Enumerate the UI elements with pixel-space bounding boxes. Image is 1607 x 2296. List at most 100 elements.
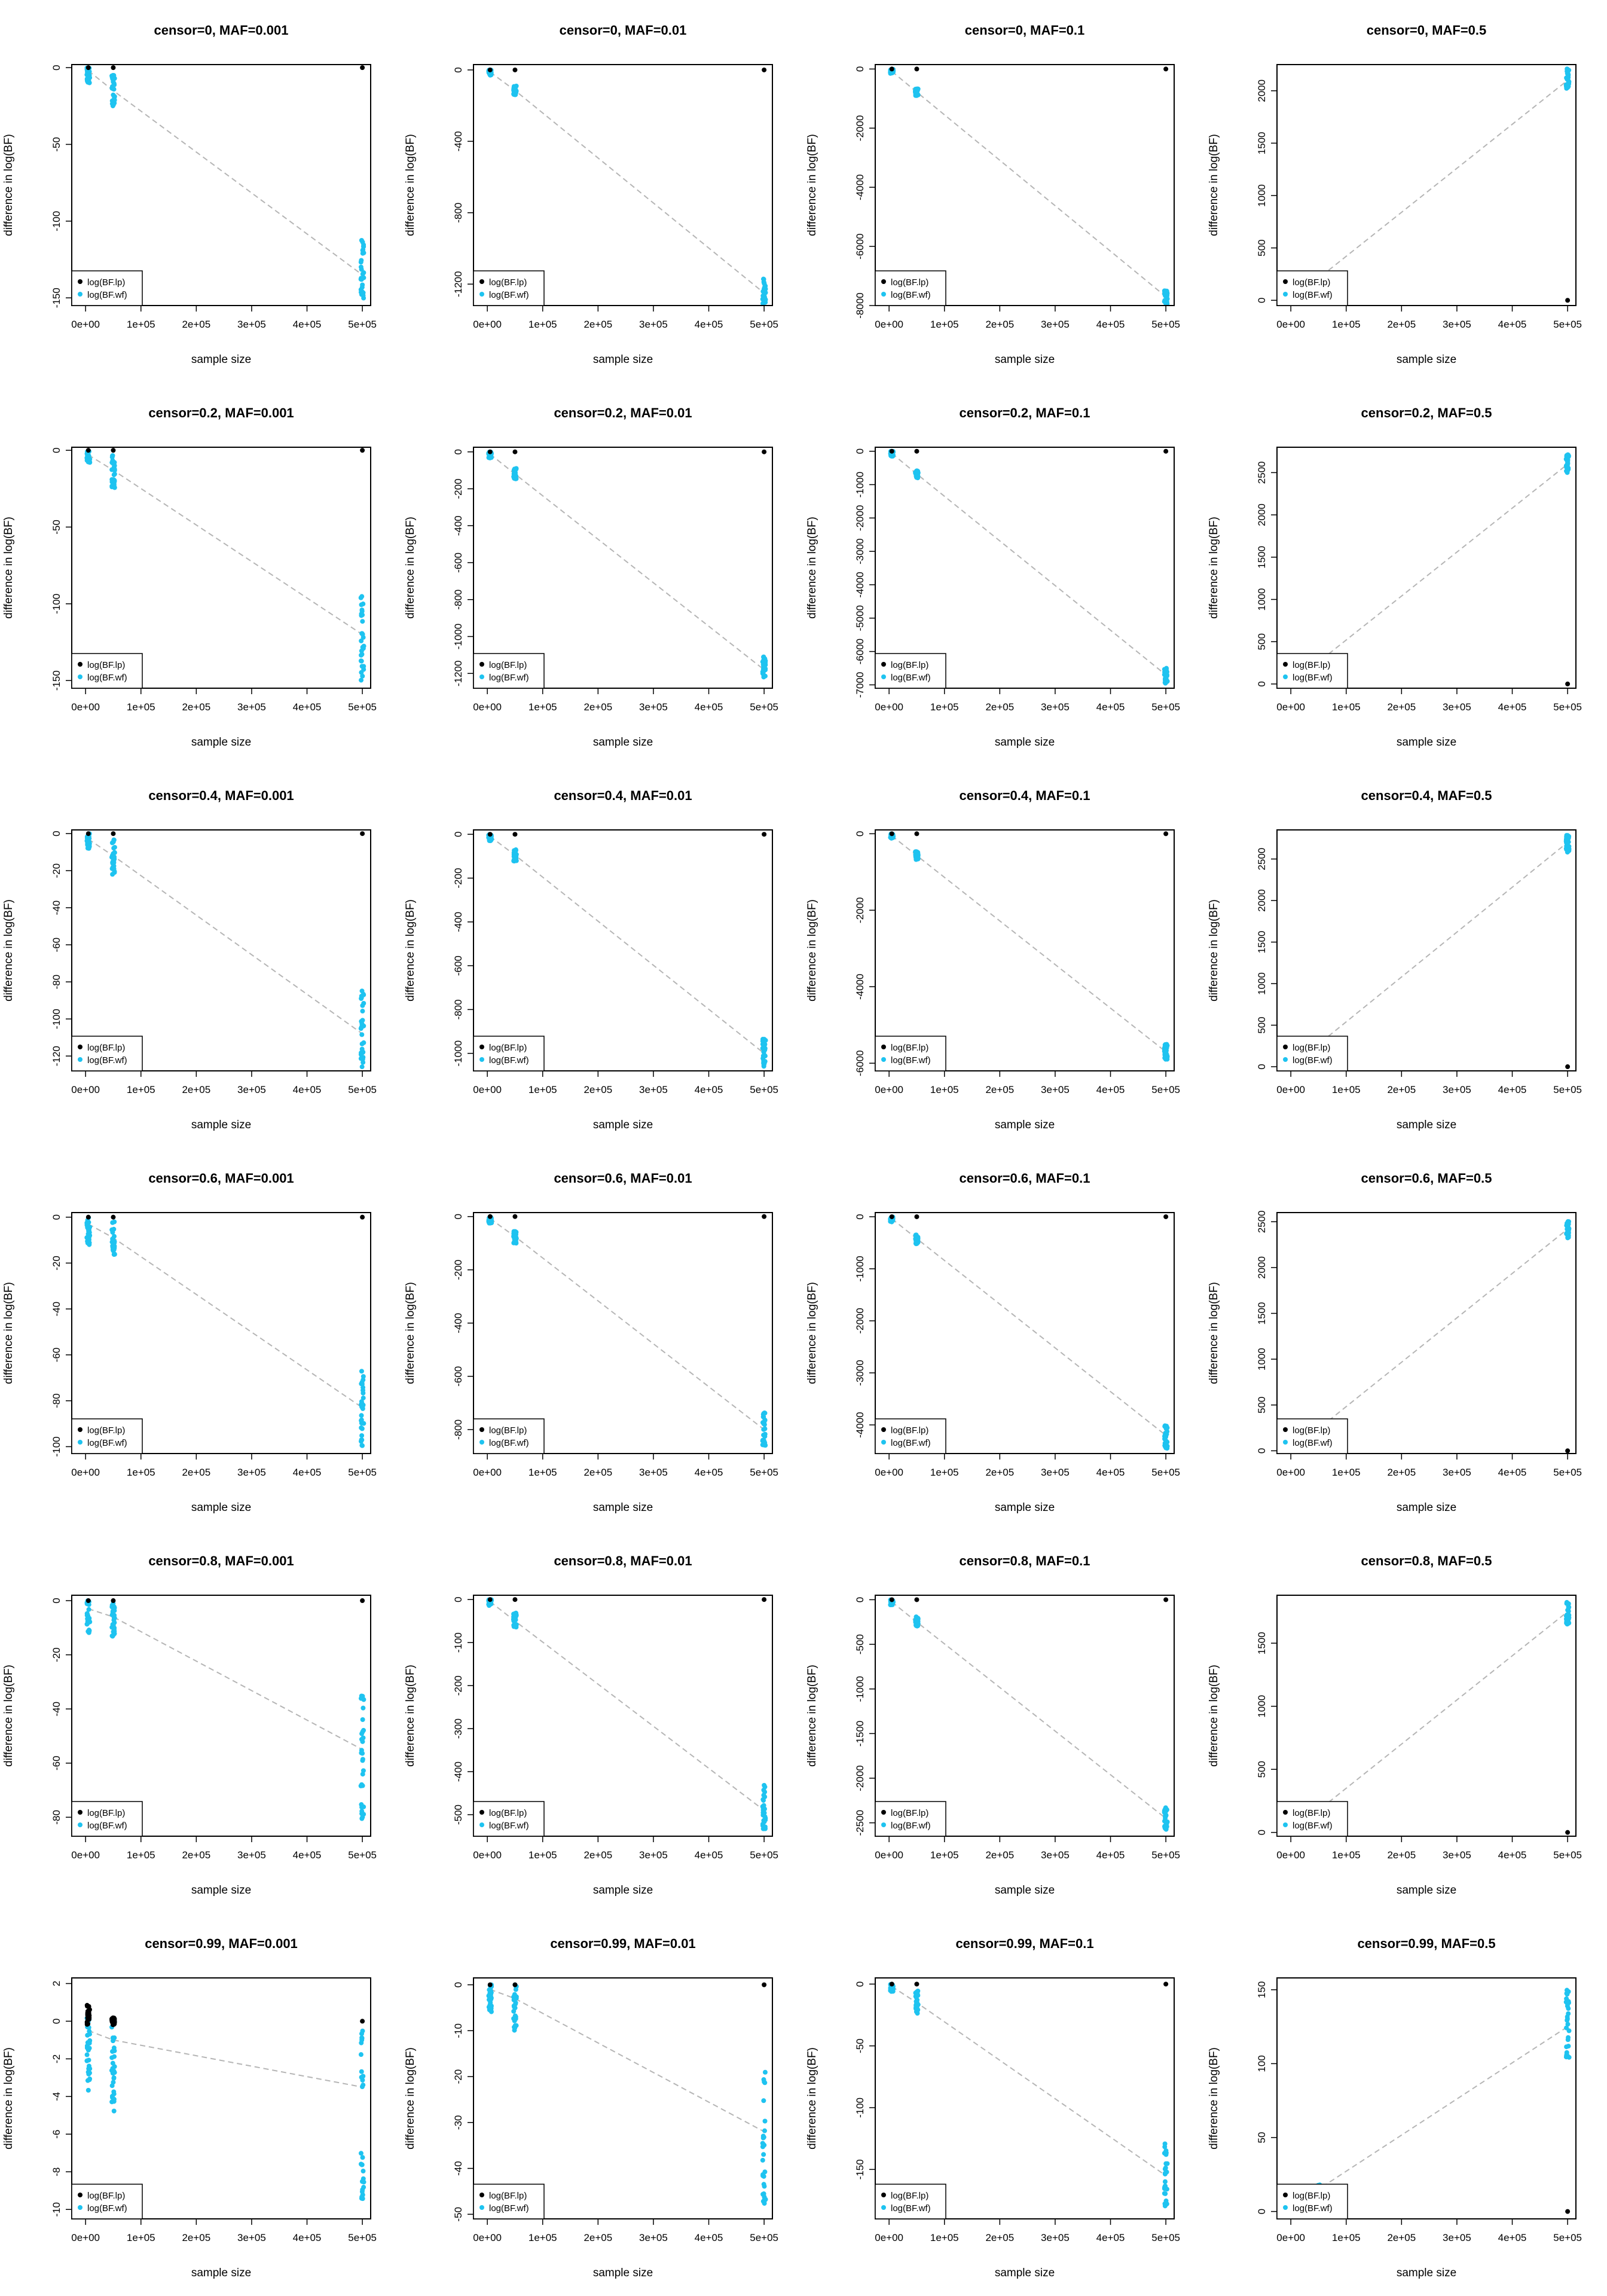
chart-panel: censor=0.8, MAF=0.5 sample size difference… — [1208, 1553, 1582, 1897]
x-tick-label: 3e+05 — [1041, 319, 1070, 330]
legend-marker — [78, 662, 83, 667]
x-tick-label: 1e+05 — [127, 1849, 155, 1861]
legend-label: log(BF.lp) — [1293, 1425, 1330, 1436]
data-point-lp — [111, 65, 116, 71]
data-point-lp — [487, 1597, 493, 1602]
legend-box — [71, 1036, 143, 1071]
data-point-wf — [112, 845, 117, 850]
y-tick-label: 2500 — [1256, 462, 1267, 484]
x-axis-label: sample size — [191, 736, 251, 749]
y-axis-label: difference in log(BF) — [404, 517, 417, 619]
x-tick-label: 0e+00 — [473, 1849, 502, 1861]
data-point-wf — [511, 91, 517, 97]
data-point-wf — [359, 1032, 365, 1037]
data-point-wf — [112, 97, 117, 103]
legend-label: log(BF.wf) — [891, 673, 931, 683]
y-tick-label: 1500 — [1256, 1632, 1267, 1654]
legend-label: log(BF.wf) — [489, 290, 529, 300]
trend-line — [1293, 80, 1568, 299]
data-point-wf — [85, 2047, 91, 2053]
data-point-wf — [359, 1401, 365, 1406]
data-point-wf — [359, 1064, 365, 1070]
data-point-wf — [1163, 1426, 1169, 1431]
y-tick-label: -150 — [51, 670, 62, 691]
x-tick-label: 1e+05 — [1332, 1084, 1361, 1095]
x-axis-label: sample size — [593, 2267, 653, 2279]
data-point-wf — [86, 2057, 91, 2063]
x-tick-label: 3e+05 — [237, 2232, 266, 2243]
data-point-wf — [760, 2157, 765, 2163]
data-point-lp — [111, 1598, 116, 1604]
chart-panel: censor=0.4, MAF=0.01 sample size differenc… — [404, 788, 778, 1131]
trend-line — [88, 2030, 363, 2088]
y-tick-label: 0 — [854, 1214, 866, 1219]
y-axis-label: difference in log(BF) — [1208, 899, 1220, 1002]
x-tick-label: 1e+05 — [528, 701, 557, 713]
data-point-wf — [109, 84, 115, 89]
data-point-wf — [1162, 2172, 1168, 2177]
data-point-wf — [86, 2066, 91, 2071]
data-point-wf — [359, 1437, 364, 1443]
data-point-wf — [487, 2007, 493, 2013]
legend-marker — [1283, 1057, 1288, 1062]
legend-marker — [479, 1427, 484, 1432]
legend-marker — [1283, 2193, 1288, 2197]
y-tick-label: -200 — [453, 1675, 464, 1696]
data-point-wf — [1565, 1225, 1571, 1231]
legend-box — [71, 270, 143, 306]
data-point-lp — [85, 1214, 91, 1220]
data-point-lp — [85, 1598, 91, 1604]
legend-label: log(BF.wf) — [87, 673, 127, 683]
legend-box — [875, 270, 946, 306]
x-tick-label: 4e+05 — [293, 1467, 322, 1478]
legend-label: log(BF.lp) — [87, 1425, 125, 1436]
data-point-wf — [360, 1768, 366, 1773]
y-tick-label: -3000 — [854, 1360, 866, 1385]
y-tick-label: -20 — [51, 1647, 62, 1662]
data-point-wf — [760, 2141, 766, 2147]
plot-frame — [875, 64, 1175, 306]
legend-marker — [78, 1045, 83, 1049]
x-tick-label: 4e+05 — [1096, 319, 1125, 330]
x-tick-label: 0e+00 — [1276, 701, 1305, 713]
trend-line — [88, 454, 363, 635]
x-tick-label: 4e+05 — [293, 1084, 322, 1095]
x-tick-label: 1e+05 — [1332, 2232, 1361, 2243]
y-tick-label: -100 — [51, 1009, 62, 1029]
data-point-wf — [889, 835, 894, 841]
x-tick-label: 5e+05 — [1151, 1849, 1180, 1861]
data-point-lp — [360, 1214, 365, 1220]
x-tick-label: 3e+05 — [237, 701, 266, 713]
data-point-wf — [763, 290, 768, 295]
y-tick-label: 0 — [51, 65, 62, 70]
data-point-wf — [358, 259, 363, 265]
y-tick-label: 500 — [1256, 1016, 1267, 1033]
data-point-lp — [111, 2016, 117, 2021]
data-point-wf — [762, 2079, 767, 2084]
x-axis-label: sample size — [1397, 1884, 1456, 1897]
chart-panel: censor=0.6, MAF=0.01 sample size differenc… — [404, 1171, 778, 1514]
y-tick-label: -7000 — [854, 672, 866, 698]
data-point-wf — [359, 1802, 364, 1808]
data-point-wf — [358, 264, 363, 270]
data-point-wf — [1565, 2022, 1571, 2027]
x-tick-label: 3e+05 — [1443, 701, 1471, 713]
y-axis-label: difference in log(BF) — [806, 1282, 818, 1384]
y-tick-label: 0 — [51, 447, 62, 453]
y-tick-label: -2000 — [854, 1765, 866, 1791]
x-tick-label: 0e+00 — [71, 319, 100, 330]
legend-label: log(BF.lp) — [1293, 660, 1330, 670]
legend-label: log(BF.lp) — [489, 1808, 527, 1818]
trend-line — [891, 1986, 1166, 2176]
data-point-wf — [1564, 834, 1569, 839]
data-point-wf — [1162, 2185, 1167, 2190]
legend-marker — [1283, 279, 1288, 284]
legend-box — [71, 653, 143, 689]
legend-marker — [1283, 1427, 1288, 1432]
y-tick-label: -100 — [51, 211, 62, 231]
data-point-wf — [112, 2054, 117, 2059]
data-point-wf — [762, 1819, 767, 1824]
chart-title: censor=0.2, MAF=0.01 — [554, 405, 692, 420]
y-tick-label: -400 — [453, 1313, 464, 1333]
x-tick-label: 0e+00 — [875, 1084, 903, 1095]
